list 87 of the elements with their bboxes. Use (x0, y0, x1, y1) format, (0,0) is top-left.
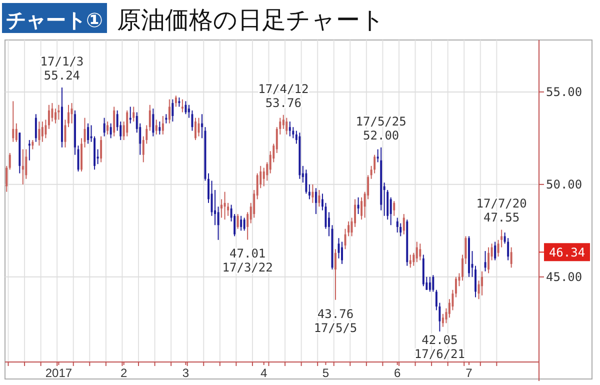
candlestick (68, 104, 70, 128)
candlestick (308, 184, 310, 200)
candlestick (396, 217, 398, 234)
y-tick-label: 45.00 (546, 270, 582, 284)
candlestick (334, 248, 336, 300)
candlestick (360, 196, 363, 220)
candlestick (481, 270, 483, 296)
candlestick (217, 206, 220, 240)
y-tick-label: 55.00 (546, 85, 582, 100)
candlestick (132, 106, 135, 122)
candlestick (168, 98, 170, 124)
candlestick (12, 100, 14, 142)
annotation: 47.01 17/3/22 (222, 246, 273, 275)
candlestick (6, 165, 8, 192)
candlestick (58, 104, 60, 120)
candlestick (488, 246, 490, 274)
candlestick (113, 106, 116, 137)
candlestick (341, 241, 343, 264)
candlestick (28, 140, 30, 161)
candlestick (428, 276, 431, 292)
candlestick (110, 122, 112, 139)
candlestick (158, 121, 161, 135)
candlestick (44, 119, 47, 139)
candlestick (416, 241, 418, 263)
x-tick-label: 4 (260, 366, 268, 380)
candlestick (152, 108, 154, 137)
candlestick (510, 246, 512, 268)
candlestick (172, 98, 174, 122)
candlestick (148, 104, 151, 132)
candlestick (194, 117, 196, 141)
candlestick (32, 140, 34, 150)
candlestick (126, 110, 128, 137)
candlestick (38, 121, 40, 146)
candlestick (318, 189, 320, 208)
candlestick (162, 115, 164, 135)
candlestick (312, 184, 314, 204)
candlestick (288, 121, 291, 137)
candlestick (484, 250, 486, 272)
chart-title: チャート① 原油価格の日足チャート (6, 6, 385, 34)
x-tick-label: 2017 (45, 366, 72, 380)
candlestick (236, 214, 239, 230)
annotation: 17/7/20 47.55 (476, 196, 527, 225)
candlestick (22, 148, 24, 185)
candlestick (240, 215, 242, 232)
annotation: 17/1/3 55.24 (40, 54, 84, 83)
candlestick (184, 100, 187, 115)
candlestick (174, 95, 177, 108)
text: 46.34 (548, 245, 586, 260)
candlestick (243, 217, 246, 232)
candlestick (87, 122, 90, 144)
y-tick-label: 50.00 (546, 178, 582, 192)
candlestick (402, 214, 405, 235)
candlestick (181, 98, 184, 113)
candlestick (15, 122, 18, 142)
annotation: 42.05 17/6/21 (414, 333, 465, 361)
candlestick (314, 188, 317, 215)
candlestick (84, 117, 86, 148)
x-tick-label: 6 (394, 366, 402, 380)
candlestick (432, 274, 434, 292)
candlestick (48, 104, 50, 130)
candlestick (106, 121, 109, 135)
candlestick (393, 200, 396, 216)
candlestick (155, 119, 158, 135)
annotation: 17/5/25 52.00 (356, 114, 406, 142)
x-tick-label: 3 (182, 366, 190, 380)
candlestick (100, 136, 102, 163)
candlestick (409, 254, 412, 268)
candlestick (54, 108, 56, 124)
candlestick (454, 276, 457, 298)
candlestick (494, 241, 496, 261)
candlestick (201, 114, 203, 139)
candlestick (224, 191, 226, 220)
candlestick (103, 117, 106, 137)
candlestick (34, 114, 37, 142)
candlestick (41, 121, 44, 142)
annotation: 17/4/12 53.76 (258, 82, 309, 110)
x-tick-label: 5 (322, 366, 330, 380)
annotation: 43.76 17/5/5 (314, 306, 358, 335)
candlestick (178, 96, 180, 108)
candlestick (419, 243, 422, 261)
candlestick (286, 117, 288, 135)
x-tick-label: 2 (120, 366, 128, 380)
candlestick (357, 196, 360, 215)
x-tick-label: 7 (466, 366, 473, 380)
candlestick (220, 198, 223, 218)
candlestick (305, 169, 308, 194)
candlestick (8, 152, 11, 170)
